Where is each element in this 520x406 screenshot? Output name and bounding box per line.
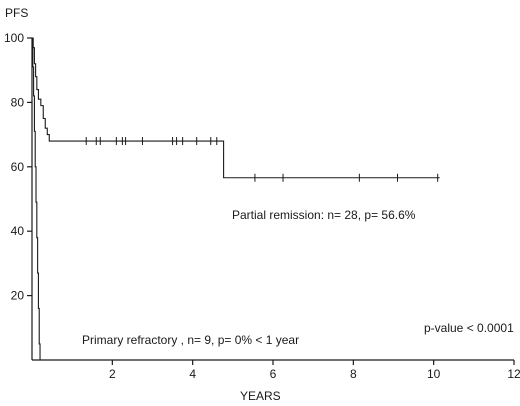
y-tick-label: 40 — [11, 224, 25, 238]
y-tick-label: 60 — [11, 160, 25, 174]
y-tick-label: 20 — [11, 289, 25, 303]
p-value-annotation: p-value < 0.0001 — [424, 321, 514, 335]
plot-area — [32, 37, 440, 360]
axis-ticks: 2 4 6 8 10 12 20 40 60 80 100 — [4, 31, 520, 381]
series-line-partial-remission — [32, 37, 440, 179]
y-tick-label: 100 — [4, 31, 24, 45]
x-tick-label: 4 — [189, 367, 196, 381]
x-axis-label: YEARS — [240, 389, 281, 403]
x-tick-label: 6 — [270, 367, 277, 381]
primary-refractory-annotation: Primary refractory , n= 9, p= 0% < 1 yea… — [82, 333, 299, 347]
y-axis-label: PFS — [5, 6, 28, 20]
x-tick-label: 2 — [109, 367, 116, 381]
y-tick-label: 80 — [11, 95, 25, 109]
partial-remission-annotation: Partial remission: n= 28, p= 56.6% — [232, 208, 416, 222]
axes — [31, 38, 514, 361]
x-tick-label: 10 — [427, 367, 441, 381]
x-tick-label: 12 — [507, 367, 520, 381]
x-tick-label: 8 — [350, 367, 357, 381]
series-line-primary-refractory — [32, 37, 41, 360]
